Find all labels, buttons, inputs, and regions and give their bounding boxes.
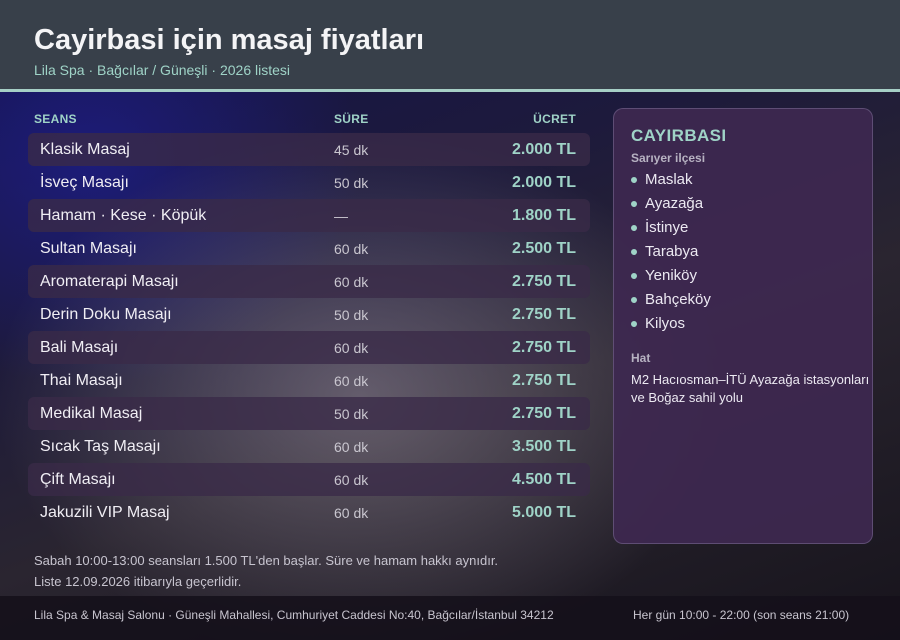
table-row: Hamam · Kese · Köpük — 1.800 TL (28, 199, 590, 232)
massage-duration: 50 dk (334, 406, 369, 422)
table-row: Medikal Masaj 50 dk 2.750 TL (28, 397, 590, 430)
massage-price: 5.000 TL (511, 504, 576, 521)
massage-duration: — (334, 208, 348, 224)
note-morning-price: Sabah 10:00-13:00 seansları 1.500 TL'den… (34, 553, 499, 568)
column-header-ucret: ÜCRET (533, 112, 576, 126)
column-header-seans: SEANS (34, 112, 77, 126)
massage-name: Derin Doku Masajı (40, 306, 172, 323)
massage-name: İsveç Masajı (40, 174, 129, 191)
massage-price: 2.750 TL (511, 405, 576, 422)
bullet-icon (631, 273, 637, 279)
massage-price: 2.000 TL (511, 141, 576, 158)
massage-price: 2.750 TL (511, 339, 576, 356)
district-subtitle: Sarıyer ilçesi (631, 151, 706, 165)
massage-price: 3.500 TL (511, 438, 576, 455)
massage-duration: 60 dk (334, 505, 369, 521)
header-divider (0, 89, 900, 92)
transit-text: M2 Hacıosman–İTÜ Ayazağa istasyonları ve… (631, 372, 870, 405)
table-row: Çift Masajı 60 dk 4.500 TL (28, 463, 590, 496)
table-row: Jakuzili VIP Masaj 60 dk 5.000 TL (28, 496, 590, 529)
massage-duration: 60 dk (334, 241, 369, 257)
massage-name: Sıcak Taş Masajı (40, 438, 161, 455)
massage-duration: 60 dk (334, 373, 369, 389)
table-row: Sıcak Taş Masajı 60 dk 3.500 TL (28, 430, 590, 463)
neighborhood-name: İstinye (645, 219, 689, 236)
massage-price: 2.500 TL (511, 240, 576, 257)
bullet-icon (631, 297, 637, 303)
note-valid-date: Liste 12.09.2026 itibarıyla geçerlidir. (34, 574, 242, 589)
massage-name: Bali Masajı (40, 339, 119, 356)
massage-price: 2.750 TL (511, 273, 576, 290)
page-header: Cayirbasi için masaj fiyatları Lila Spa … (0, 0, 900, 89)
neighborhood-name: Ayazağa (645, 195, 704, 212)
massage-price: 2.750 TL (511, 306, 576, 323)
bullet-icon (631, 177, 637, 183)
massage-name: Hamam · Kese · Köpük (40, 207, 207, 224)
bullet-icon (631, 225, 637, 231)
list-item: İstinye (631, 218, 711, 242)
massage-name: Sultan Masajı (40, 240, 137, 257)
massage-price: 4.500 TL (511, 471, 576, 488)
neighborhood-name: Bahçeköy (645, 291, 711, 308)
list-item: Ayazağa (631, 194, 711, 218)
list-item: Kilyos (631, 314, 711, 338)
column-header-sure: SÜRE (334, 112, 369, 126)
massage-name: Klasik Masaj (40, 141, 130, 158)
list-item: Yeniköy (631, 266, 711, 290)
neighborhood-name: Tarabya (645, 243, 699, 260)
bullet-icon (631, 201, 637, 207)
table-row: Thai Masajı 60 dk 2.750 TL (28, 364, 590, 397)
table-row: Sultan Masajı 60 dk 2.500 TL (28, 232, 590, 265)
bullet-icon (631, 249, 637, 255)
district-title: CAYIRBASI (631, 126, 727, 145)
page-subtitle: Lila Spa · Bağcılar / Güneşli · 2026 lis… (34, 62, 291, 78)
table-row: Derin Doku Masajı 50 dk 2.750 TL (28, 298, 590, 331)
neighborhood-name: Yeniköy (645, 267, 697, 284)
footer-address: Lila Spa & Masaj Salonu · Güneşli Mahall… (34, 608, 554, 622)
massage-duration: 60 dk (334, 439, 369, 455)
list-item: Bahçeköy (631, 290, 711, 314)
massage-name: Thai Masajı (40, 372, 123, 389)
massage-price: 2.750 TL (511, 372, 576, 389)
neighborhood-list: Maslak Ayazağa İstinye Tarabya Yeniköy Bahçek… (631, 170, 711, 338)
table-row: Bali Masajı 60 dk 2.750 TL (28, 331, 590, 364)
massage-duration: 45 dk (334, 142, 369, 158)
massage-name: Jakuzili VIP Masaj (40, 504, 170, 521)
page-title: Cayirbasi için masaj fiyatları (34, 24, 425, 56)
district-info-card: CAYIRBASI Sarıyer ilçesi Maslak Ayazağa İs… (613, 108, 873, 544)
massage-price: 2.000 TL (511, 174, 576, 191)
massage-duration: 60 dk (334, 274, 369, 290)
massage-duration: 50 dk (334, 175, 369, 191)
massage-duration: 60 dk (334, 340, 369, 356)
massage-name: Çift Masajı (40, 471, 116, 488)
massage-duration: 50 dk (334, 307, 369, 323)
page-footer: Lila Spa & Masaj Salonu · Güneşli Mahall… (0, 596, 900, 640)
list-item: Tarabya (631, 242, 711, 266)
table-row: Aromaterapi Masajı 60 dk 2.750 TL (28, 265, 590, 298)
massage-name: Medikal Masaj (40, 405, 143, 422)
massage-duration: 60 dk (334, 472, 369, 488)
massage-price: 1.800 TL (511, 207, 576, 224)
list-item: Maslak (631, 170, 711, 194)
footer-hours: Her gün 10:00 - 22:00 (son seans 21:00) (633, 608, 850, 622)
transit-label: Hat (631, 351, 651, 365)
bullet-icon (631, 321, 637, 327)
massage-name: Aromaterapi Masajı (40, 273, 179, 290)
price-list: Klasik Masaj 45 dk 2.000 TL İsveç Masajı 50 … (28, 133, 590, 529)
neighborhood-name: Maslak (645, 171, 693, 188)
table-row: İsveç Masajı 50 dk 2.000 TL (28, 166, 590, 199)
table-row: Klasik Masaj 45 dk 2.000 TL (28, 133, 590, 166)
neighborhood-name: Kilyos (645, 315, 686, 332)
